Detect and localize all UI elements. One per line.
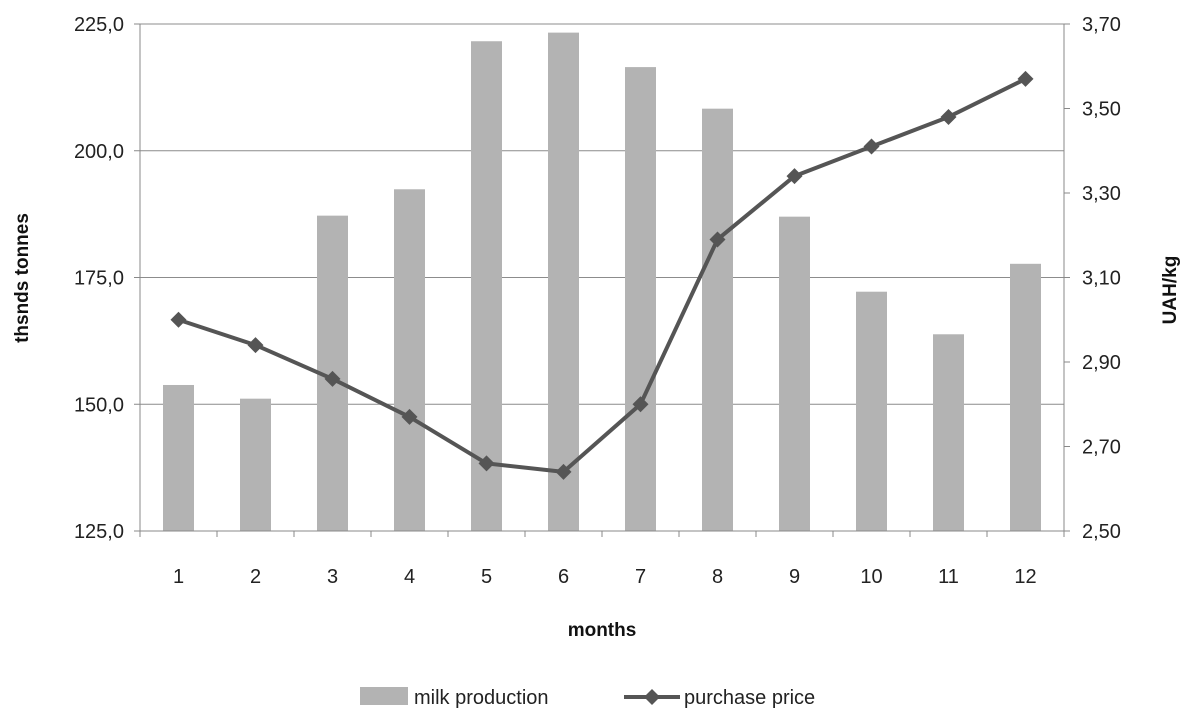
right-y-tick-label: 3,50 xyxy=(1082,99,1121,121)
point-purchase-price-8 xyxy=(709,231,726,248)
bar-milk-production-4 xyxy=(394,189,425,532)
left-y-tick-label: 125,0 xyxy=(74,521,124,543)
point-purchase-price-1 xyxy=(170,311,187,328)
right-y-tick-label: 2,90 xyxy=(1082,352,1121,374)
line-series-purchase-price xyxy=(170,70,1034,480)
bar-milk-production-12 xyxy=(1010,263,1041,531)
x-tick-label: 1 xyxy=(173,566,184,588)
point-purchase-price-9 xyxy=(786,168,803,185)
x-tick-label: 10 xyxy=(860,566,882,588)
right-y-tick-label: 3,30 xyxy=(1082,183,1121,205)
legend-swatch-milk-production xyxy=(360,687,408,705)
right-y-tick-labels: 2,50 2,70 2,90 3,10 3,30 3,50 3,70 xyxy=(1082,14,1121,543)
bar-milk-production-9 xyxy=(779,216,810,531)
axes xyxy=(134,23,1070,537)
x-tick-label: 12 xyxy=(1014,566,1036,588)
point-purchase-price-5 xyxy=(478,455,495,472)
right-y-tick-label: 2,70 xyxy=(1082,437,1121,459)
right-y-tick-label: 2,50 xyxy=(1082,521,1121,543)
bar-milk-production-5 xyxy=(471,41,502,531)
x-tick-label: 11 xyxy=(938,566,959,588)
point-purchase-price-2 xyxy=(247,337,264,354)
line-purchase-price xyxy=(177,77,1027,474)
x-tick-label: 5 xyxy=(481,566,492,588)
bar-milk-production-2 xyxy=(240,398,271,531)
point-purchase-price-10 xyxy=(863,138,880,155)
bar-milk-production-7 xyxy=(625,67,656,531)
left-y-tick-label: 150,0 xyxy=(74,394,124,416)
left-y-axis-title: thsnds tonnes xyxy=(12,213,33,343)
legend: milk production purchase price xyxy=(360,687,815,709)
left-y-tick-label: 200,0 xyxy=(74,141,124,163)
left-y-tick-label: 225,0 xyxy=(74,14,124,36)
bar-milk-production-10 xyxy=(856,291,887,531)
bar-milk-production-6 xyxy=(548,32,579,532)
x-axis-title: months xyxy=(568,620,637,641)
x-tick-label: 7 xyxy=(635,566,646,588)
point-purchase-price-12 xyxy=(1017,70,1034,87)
legend-label-milk-production: milk production xyxy=(414,687,549,709)
bar-milk-production-11 xyxy=(933,334,964,531)
x-tick-label: 6 xyxy=(558,566,569,588)
x-tick-label: 4 xyxy=(404,566,415,588)
point-purchase-price-4 xyxy=(401,408,418,425)
right-y-tick-label: 3,70 xyxy=(1082,14,1121,36)
point-purchase-price-6 xyxy=(555,463,572,480)
legend-label-purchase-price: purchase price xyxy=(684,687,815,709)
bar-milk-production-8 xyxy=(702,108,733,531)
legend-marker-diamond xyxy=(644,689,660,705)
x-tick-labels: 1 2 3 4 5 6 7 8 9 10 11 12 xyxy=(173,566,1037,588)
right-y-axis-title: UAH/kg xyxy=(1160,256,1181,325)
bar-series-milk-production xyxy=(163,32,1041,532)
gridlines xyxy=(140,23,1064,405)
left-y-tick-label: 175,0 xyxy=(74,268,124,290)
left-y-tick-labels: 125,0 150,0 175,0 200,0 225,0 xyxy=(74,14,124,543)
x-tick-label: 3 xyxy=(327,566,338,588)
bar-milk-production-1 xyxy=(163,384,194,531)
x-tick-label: 9 xyxy=(789,566,800,588)
point-purchase-price-11 xyxy=(940,108,957,125)
x-tick-label: 2 xyxy=(250,566,261,588)
right-y-tick-label: 3,10 xyxy=(1082,268,1121,290)
point-purchase-price-7 xyxy=(632,396,649,413)
point-purchase-price-3 xyxy=(324,370,341,387)
x-tick-label: 8 xyxy=(712,566,723,588)
